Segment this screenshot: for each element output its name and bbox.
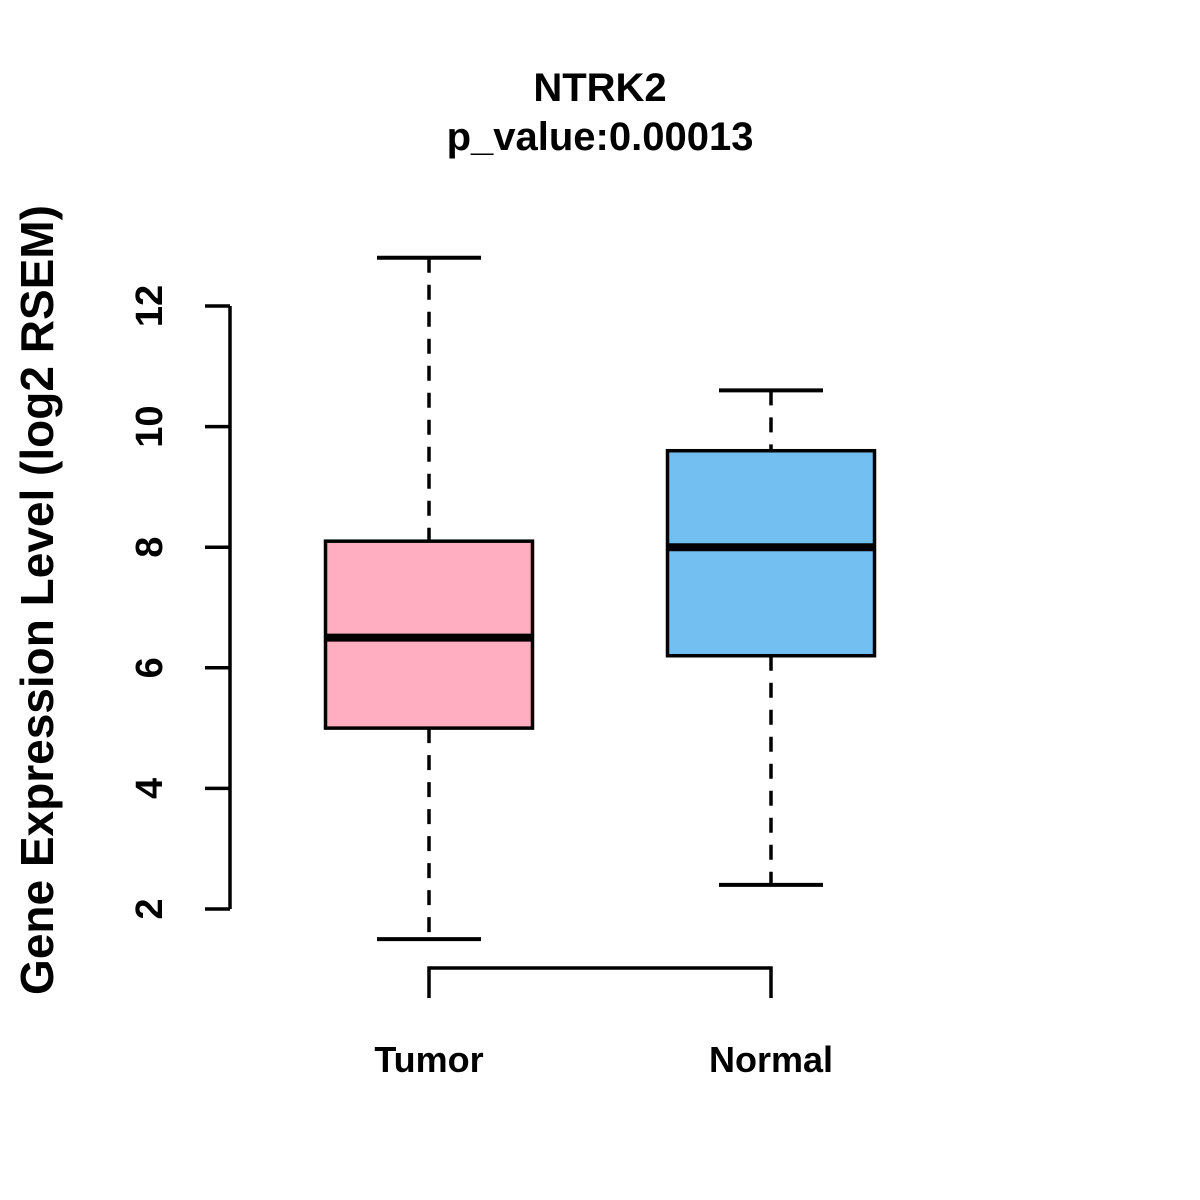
y-axis-tick-labels: 2 4 6 8 10 12 <box>129 285 171 920</box>
y-axis-tick-label: 12 <box>129 285 171 327</box>
y-axis <box>205 304 232 911</box>
box-group-tumor: Tumor <box>323 255 535 1080</box>
y-axis-tick-label: 2 <box>129 898 171 919</box>
y-axis-tick-label: 4 <box>129 778 171 799</box>
box-group-normal: Normal <box>665 388 877 1080</box>
x-category-label-tumor: Tumor <box>374 1039 483 1080</box>
x-axis-bracket <box>427 966 773 998</box>
y-axis-tick-label: 10 <box>129 405 171 447</box>
x-category-label-normal: Normal <box>709 1039 833 1080</box>
chart-title: NTRK2 <box>533 66 667 110</box>
y-axis-tick-label: 6 <box>129 657 171 678</box>
iqr-box <box>665 448 877 658</box>
chart-title-block: NTRK2 p_value:0.00013 <box>230 64 970 162</box>
chart-subtitle: p_value:0.00013 <box>446 115 754 159</box>
y-axis-tick-label: 8 <box>129 537 171 558</box>
